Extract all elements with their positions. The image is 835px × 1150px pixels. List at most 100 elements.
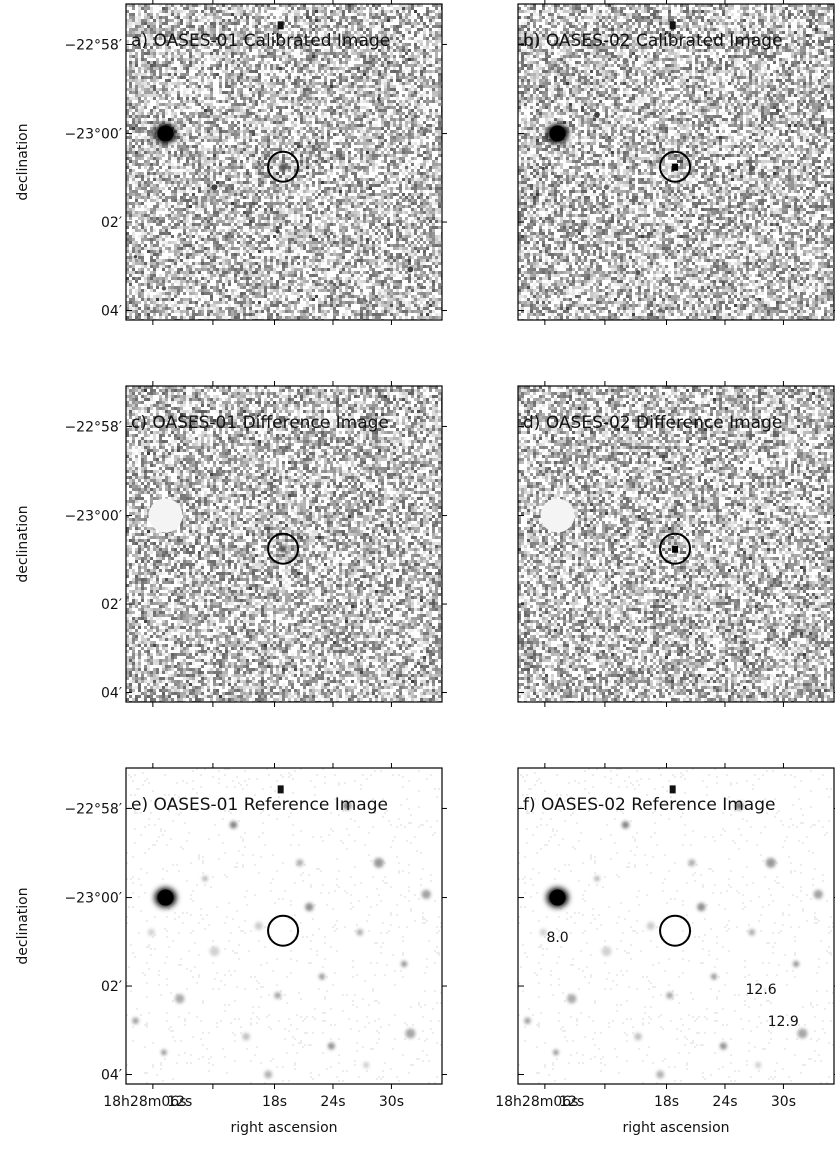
xtick-label: 12s [559,1094,584,1110]
star [634,1032,642,1041]
noise-pixels [126,4,442,320]
transient-source [672,545,679,553]
star [319,210,324,215]
panels-layer: a) OASES-01 Calibrated Image b) OASES-02 … [125,0,835,1089]
xtick-label: 18h28m06s [103,1094,186,1110]
star [793,197,799,203]
star [656,1070,665,1079]
star [229,821,238,829]
noise-pixels [518,386,834,702]
xtick-label: 30s [379,1094,404,1110]
magnitude-label: 12.9 [768,1014,799,1030]
field-stars [132,801,431,1079]
panel-frame [125,385,443,703]
transient-source [672,163,679,171]
image-content [518,386,834,702]
noise-pixels [126,4,442,320]
ytick-label: −23°00′ [64,891,122,907]
star [666,992,674,999]
star [160,1049,167,1056]
star [275,229,280,234]
transient-marker-circle [267,532,300,565]
ytick-label: −22°58′ [64,801,122,817]
panel-title: d) OASES-02 Difference Image [523,413,782,433]
subtracted-star-residual [540,498,575,533]
noise-pixels [518,386,834,702]
star [541,166,545,170]
star [242,1032,250,1041]
image-content [126,4,442,320]
star [147,928,155,936]
star [568,231,575,238]
noise-pixels [518,4,834,320]
star [621,821,630,829]
noise-pixels [518,386,834,702]
noise-pixels [126,386,442,702]
star [594,111,600,118]
panel-a: a) OASES-01 Calibrated Image [125,0,447,325]
noise-pixels [518,4,834,320]
transient-marker-circle [659,914,692,947]
xtick-label: 18s [654,1094,679,1110]
ytick-label: 04′ [101,304,122,320]
star [357,165,363,171]
noise-pixels [126,386,442,702]
noise-pixels [518,386,833,702]
star [423,127,429,133]
image-content [518,4,834,320]
ylabel: declination [15,887,31,964]
star [735,801,744,811]
hot-pixel [277,785,284,794]
star [748,165,755,172]
ylabel: declination [15,123,31,200]
star [364,299,368,303]
star [813,889,823,900]
star [721,280,726,284]
panel-title: e) OASES-01 Reference Image [131,795,388,815]
transient-source [279,544,288,553]
star [373,857,384,868]
ytick-label: −23°00′ [64,127,122,143]
star [177,232,182,237]
star [202,875,208,882]
star [231,59,235,63]
panel-ticks [126,0,447,325]
star [266,308,271,313]
panel-frame [517,3,835,321]
xtick-label: 18h28m06s [495,1094,578,1110]
xtick-label: 18s [262,1094,287,1110]
panel-f: f) OASES-02 Reference Image 8.0 12.6 12.9 [517,763,835,1089]
star [329,279,334,285]
star [148,165,154,171]
star [175,993,185,1004]
star [274,992,282,999]
star [307,141,311,145]
bright-star-core [549,889,566,906]
xtick-label: 24s [712,1094,737,1110]
star [815,127,822,134]
ytick-label: 04′ [101,1068,122,1084]
star [257,160,261,164]
image-content [126,386,442,702]
star [318,973,325,980]
ytick-label: −22°58′ [64,37,122,53]
star [793,960,800,967]
xlabel: right ascension [230,1120,337,1136]
image-content [126,768,442,1084]
bright-star-core [157,889,174,906]
star [736,39,742,45]
ytick-label: 02′ [101,979,122,995]
transient-marker-circle [659,150,692,183]
star [657,308,663,313]
noise-pixels [126,4,442,320]
ytick-label: 02′ [101,215,122,231]
ytick-label: −22°58′ [64,419,122,435]
star [356,929,364,936]
field-stars [525,39,822,313]
noise-pixels [126,386,442,702]
star [688,859,696,867]
bright-star-core [549,125,566,142]
noise-pixels [126,386,442,701]
star [421,889,431,900]
noise-pixels [518,4,834,320]
